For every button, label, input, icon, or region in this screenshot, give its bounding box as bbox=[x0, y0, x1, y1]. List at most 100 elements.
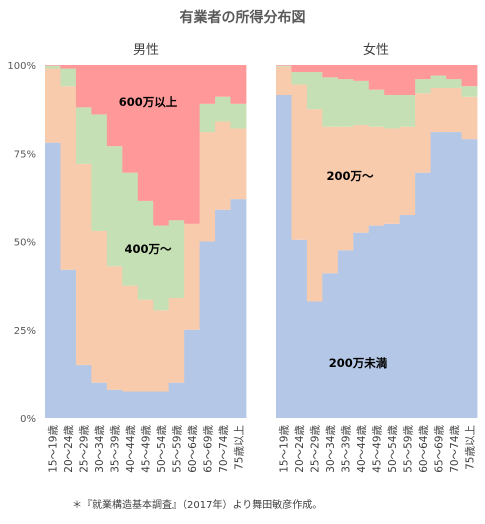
bar-segment-band-400-plus bbox=[199, 103, 216, 133]
bar-segment-band-200-plus bbox=[168, 297, 185, 383]
bar-segment-band-400-plus bbox=[106, 146, 123, 267]
bar-segment-band-200-plus bbox=[199, 132, 216, 242]
x-tick-label: 60～64歳 bbox=[187, 425, 199, 473]
bar-segment-band-400-plus bbox=[153, 225, 170, 311]
bar-segment-band-under-200 bbox=[153, 391, 170, 418]
bar-segment-band-200-plus bbox=[368, 126, 385, 226]
x-tick-label: 75歳以上 bbox=[233, 425, 245, 470]
bar-segment-band-600-plus bbox=[291, 65, 308, 73]
bar-segment-band-600-plus bbox=[137, 65, 154, 201]
bar-segment-band-400-plus bbox=[168, 220, 185, 298]
bar-segment-band-200-plus bbox=[291, 84, 308, 240]
panel-title-male: 男性 bbox=[133, 43, 159, 58]
bar-segment-band-400-plus bbox=[276, 65, 292, 67]
bar-segment-band-400-plus bbox=[322, 77, 339, 127]
x-tick-label: 25～29歳 bbox=[79, 425, 91, 473]
bar-segment-band-600-plus bbox=[337, 65, 354, 80]
bar-segment-band-under-200 bbox=[215, 209, 231, 418]
bar-segment-band-400-plus bbox=[430, 75, 447, 88]
bar-segment-band-600-plus bbox=[368, 65, 385, 90]
x-tick-label: 15～19歳 bbox=[48, 425, 60, 473]
x-tick-label: 40～44歳 bbox=[356, 425, 368, 473]
bar-segment-band-200-plus bbox=[137, 299, 154, 392]
x-tick-label: 35～39歳 bbox=[341, 425, 353, 473]
bar-segment-band-600-plus bbox=[276, 65, 292, 66]
bar-segment-band-400-plus bbox=[399, 95, 416, 127]
x-tick-label: 70～74歳 bbox=[449, 425, 461, 473]
bar-segment-band-under-200 bbox=[291, 239, 308, 418]
bar-segment-band-400-plus bbox=[415, 79, 432, 94]
bar-segment-band-under-200 bbox=[106, 389, 123, 418]
x-tick-label: 60～64歳 bbox=[418, 425, 430, 473]
y-tick-label: 25% bbox=[14, 326, 36, 337]
bar-segment-band-400-plus bbox=[306, 72, 323, 110]
x-tick-label: 70～74歳 bbox=[218, 425, 230, 473]
y-tick-label: 75% bbox=[14, 149, 36, 160]
band-label: 600万以上 bbox=[119, 95, 178, 109]
bar-segment-band-600-plus bbox=[122, 65, 139, 173]
bar-segment-band-600-plus bbox=[184, 65, 201, 224]
bar-segment-band-600-plus bbox=[430, 65, 447, 76]
bar-segment-band-under-200 bbox=[446, 132, 462, 418]
bar-segment-band-600-plus bbox=[322, 65, 339, 78]
bar-segment-band-under-200 bbox=[399, 215, 416, 418]
bar-segment-band-400-plus bbox=[461, 86, 478, 97]
bar-segment-band-400-plus bbox=[368, 89, 385, 127]
bar-segment-band-600-plus bbox=[230, 65, 247, 104]
x-tick-label: 55～59歳 bbox=[171, 425, 183, 473]
x-tick-label: 30～34歳 bbox=[325, 425, 337, 473]
bar-segment-band-under-200 bbox=[91, 382, 108, 418]
band-labels: 600万以上 400万～ 200万～ 200万未満 bbox=[119, 95, 388, 370]
chart-title: 有業者の所得分布図 bbox=[180, 9, 306, 26]
bar-segment-band-400-plus bbox=[384, 95, 401, 129]
bar-segment-band-200-plus bbox=[337, 126, 354, 251]
band-label: 200万～ bbox=[326, 169, 374, 183]
bar-segment-band-400-plus bbox=[122, 172, 139, 286]
x-tick-label: 65～69歳 bbox=[433, 425, 445, 473]
bar-segment-band-under-200 bbox=[184, 329, 201, 418]
bar-segment-band-under-200 bbox=[75, 365, 92, 418]
x-tick-label: 20～24歳 bbox=[63, 425, 75, 473]
x-tick-label: 50～54歳 bbox=[156, 425, 168, 473]
bar-segment-band-under-200 bbox=[230, 199, 247, 418]
bar-segment-band-under-200 bbox=[276, 95, 292, 418]
y-tick-label: 50% bbox=[14, 238, 36, 249]
bar-segment-band-400-plus bbox=[291, 72, 308, 85]
bar-segment-band-600-plus bbox=[106, 65, 123, 147]
bar-segment-band-600-plus bbox=[60, 65, 77, 69]
x-tick-label: 15～19歳 bbox=[279, 425, 291, 473]
bar-segment-band-200-plus bbox=[75, 163, 92, 366]
bar-segment-band-200-plus bbox=[276, 66, 292, 95]
bar-segment-band-400-plus bbox=[91, 114, 108, 231]
bar-segment-band-200-plus bbox=[230, 128, 247, 200]
x-tick-label: 20～24歳 bbox=[294, 425, 306, 473]
bar-segment-band-under-200 bbox=[430, 132, 447, 418]
x-tick-label: 75歳以上 bbox=[464, 425, 476, 470]
y-tick-label: 100% bbox=[7, 61, 36, 72]
bar-segment-band-200-plus bbox=[215, 121, 231, 210]
bar-segment-band-600-plus bbox=[353, 65, 370, 81]
bar-segment-band-under-200 bbox=[415, 172, 432, 418]
bar-segment-band-under-200 bbox=[199, 241, 216, 418]
bar-segment-band-200-plus bbox=[91, 230, 108, 383]
bar-segment-band-400-plus bbox=[75, 107, 92, 164]
y-tick-label: 0% bbox=[20, 414, 36, 425]
band-label: 400万～ bbox=[124, 242, 172, 256]
bar-segment-band-600-plus bbox=[45, 65, 61, 66]
bar-segment-band-200-plus bbox=[184, 223, 201, 330]
bar-segment-band-200-plus bbox=[384, 128, 401, 224]
bar-segment-band-200-plus bbox=[45, 68, 61, 143]
x-tick-label: 35～39歳 bbox=[110, 425, 122, 473]
bar-segment-band-600-plus bbox=[446, 65, 462, 80]
band-label: 200万未満 bbox=[329, 356, 388, 370]
bar-segment-band-under-200 bbox=[60, 269, 77, 418]
bar-segment-band-400-plus bbox=[215, 96, 231, 122]
bar-segment-band-under-200 bbox=[337, 250, 354, 418]
bar-segment-band-200-plus bbox=[306, 109, 323, 302]
bar-segment-band-600-plus bbox=[415, 65, 432, 80]
x-tick-label: 25～29歳 bbox=[310, 425, 322, 473]
bar-segment-band-under-200 bbox=[461, 139, 478, 418]
x-tick-label: 65～69歳 bbox=[202, 425, 214, 473]
bar-segment-band-under-200 bbox=[137, 391, 154, 418]
